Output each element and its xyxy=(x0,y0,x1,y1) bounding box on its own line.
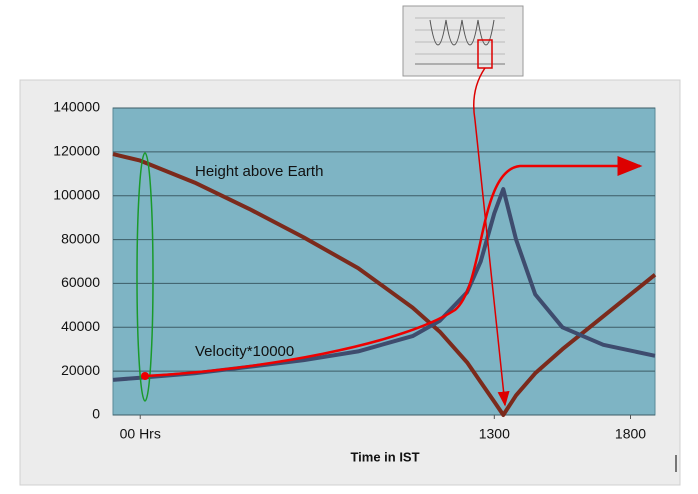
y-tick-label: 140000 xyxy=(53,99,100,115)
plot-area xyxy=(112,107,656,416)
y-tick-label: 60000 xyxy=(61,274,100,290)
series-label: Velocity*10000 xyxy=(195,343,294,360)
thumbnail-frame xyxy=(402,5,524,77)
start-ellipse xyxy=(136,152,154,402)
thumbnail xyxy=(402,5,524,77)
y-tick-label: 20000 xyxy=(61,362,100,378)
y-tick-label: 120000 xyxy=(53,143,100,159)
x-tick-label: 1300 xyxy=(479,426,510,442)
x-axis-title: Time in IST xyxy=(350,449,419,464)
y-tick-label: 0 xyxy=(92,406,100,422)
x-tick-label: 1800 xyxy=(615,426,646,442)
trend-arrow xyxy=(144,156,643,378)
start-dot xyxy=(141,372,149,380)
x-tick-label: 00 Hrs xyxy=(120,426,161,442)
chart-layer: 0 20000 40000 60000 80000 100000 120000 140000 0… xyxy=(53,99,657,442)
y-tick-label: 40000 xyxy=(61,318,100,334)
series-line xyxy=(112,152,657,417)
y-tick-label: 100000 xyxy=(53,186,100,202)
zoom-arrow xyxy=(473,67,510,407)
y-tick-label: 80000 xyxy=(61,230,100,246)
series-label: Height above Earth xyxy=(195,163,323,180)
